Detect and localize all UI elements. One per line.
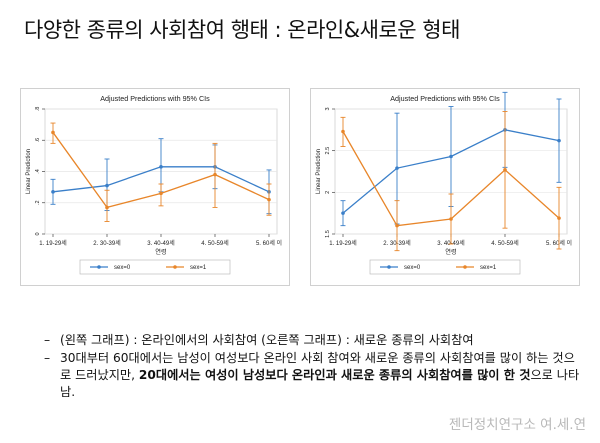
y-tick-label: 1.5 bbox=[325, 230, 331, 238]
data-point bbox=[449, 217, 453, 221]
chart-title: Adjusted Predictions with 95% CIs bbox=[100, 94, 210, 103]
data-point bbox=[51, 190, 55, 194]
legend-label: sex=0 bbox=[404, 265, 421, 271]
notes: – (왼쪽 그래프) : 온라인에서의 사회참여 (오른쪽 그래프) : 새로운… bbox=[44, 332, 584, 402]
x-tick-label: 2. 30-39세 bbox=[93, 239, 121, 247]
data-point bbox=[213, 172, 217, 177]
y-tick-label: 3 bbox=[325, 107, 331, 110]
chart-online-participation: Adjusted Predictions with 95% CIs 0 .2 .4 .6… bbox=[20, 88, 290, 286]
data-point bbox=[267, 197, 271, 202]
data-point bbox=[503, 168, 507, 172]
y-tick-label: .8 bbox=[35, 107, 41, 112]
x-axis-label: 연령 bbox=[445, 248, 456, 256]
note-text-1: (왼쪽 그래프) : 온라인에서의 사회참여 (오른쪽 그래프) : 새로운 종… bbox=[60, 333, 474, 347]
legend-marker bbox=[173, 265, 177, 269]
legend-label: sex=1 bbox=[480, 265, 497, 271]
note-line-1: – (왼쪽 그래프) : 온라인에서의 사회참여 (오른쪽 그래프) : 새로운… bbox=[44, 332, 584, 349]
chart-right-svg: Adjusted Predictions with 95% CIs 1.5 2 2.5… bbox=[316, 91, 572, 275]
chart-new-participation: Adjusted Predictions with 95% CIs 1.5 2 2.5… bbox=[310, 88, 580, 286]
y-tick-label: 2 bbox=[325, 191, 331, 194]
note-text-2-bold: 20대에서는 여성이 남성보다 온라인과 새로운 종류의 사회참여를 많이 한 … bbox=[138, 368, 531, 382]
legend-marker bbox=[387, 265, 391, 269]
x-tick-label: 3. 40-49세 bbox=[147, 239, 175, 247]
chart-title: Adjusted Predictions with 95% CIs bbox=[390, 94, 500, 103]
data-point bbox=[395, 166, 399, 170]
note-line-2: – 30대부터 60대에서는 남성이 여성보다 온라인 사회 참여와 새로운 종… bbox=[44, 350, 584, 401]
footer-credit: 젠더정치연구소 여.세.연 bbox=[448, 417, 586, 433]
data-point bbox=[449, 154, 453, 159]
legend-box bbox=[79, 259, 231, 275]
note-text-2-plain: 30대부터 60대에서는 남성이 여성보다 온라인 사회 참여와 새로운 종류의… bbox=[60, 351, 575, 382]
y-axis-label: Linear Prediction bbox=[316, 149, 322, 194]
legend-box bbox=[369, 259, 521, 275]
data-point bbox=[105, 205, 109, 210]
data-point bbox=[395, 223, 399, 228]
y-axis-label: Linear Prediction bbox=[26, 149, 32, 194]
chart-left-svg: Adjusted Predictions with 95% CIs 0 .2 .4 .6… bbox=[26, 94, 282, 275]
data-point bbox=[557, 138, 561, 143]
x-tick-label: 1. 19-29세 bbox=[329, 239, 357, 247]
note-text-2-end: 으로 나타남. bbox=[60, 368, 580, 399]
data-point bbox=[557, 216, 561, 220]
data-point bbox=[159, 165, 163, 169]
y-tick-label: 2.5 bbox=[325, 147, 331, 155]
y-tick-label: .6 bbox=[35, 138, 41, 143]
data-point bbox=[105, 183, 109, 188]
legend-label: sex=1 bbox=[190, 265, 207, 271]
data-point bbox=[341, 211, 345, 215]
x-tick-label: 5. 60세 이 bbox=[256, 239, 282, 247]
x-axis-label: 연령 bbox=[155, 248, 166, 256]
data-point bbox=[341, 129, 345, 134]
data-point bbox=[159, 191, 163, 196]
note-dash: – bbox=[44, 333, 51, 347]
y-tick-label: 0 bbox=[35, 232, 41, 235]
data-point bbox=[51, 130, 55, 135]
slide-title: 다양한 종류의 사회참여 행태 : 온라인&새로운 형태 bbox=[24, 18, 460, 42]
x-tick-label: 1. 19-29세 bbox=[39, 239, 67, 247]
legend-marker bbox=[97, 265, 101, 269]
legend-marker bbox=[463, 265, 467, 269]
x-tick-label: 4. 50-59세 bbox=[491, 239, 519, 247]
y-tick-label: .2 bbox=[35, 200, 41, 205]
y-tick-label: .4 bbox=[35, 169, 41, 174]
note-dash: – bbox=[44, 351, 51, 365]
x-tick-label: 4. 50-59세 bbox=[201, 239, 229, 247]
legend-label: sex=0 bbox=[114, 265, 131, 271]
